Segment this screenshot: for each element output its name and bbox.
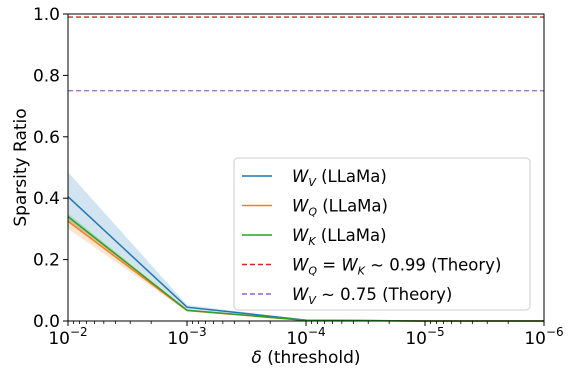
x-tick-label: 10−6 (524, 325, 563, 349)
legend: WV (LLaMa) WQ (LLaMa) WK (LLaMa) WQ = WK ∼ … (233, 157, 531, 311)
legend-label-w-q-llama: WQ (LLaMa) (292, 197, 388, 219)
y-axis-label: Sparsity Ratio (11, 108, 31, 226)
x-axis: 10−2 10−3 10−4 10−5 10−6 (48, 321, 564, 349)
x-tick-exponent: −3 (189, 325, 207, 339)
legend-label-w-v-llama: WV (LLaMa) (292, 167, 387, 189)
legend-label-w-v-0-75-theory: WV ∼ 0.75 (Theory) (292, 285, 452, 307)
y-axis: 0.0 0.2 0.4 0.6 0.8 1.0 (33, 5, 68, 332)
y-tick-label: 0.6 (33, 128, 60, 148)
x-tick-exponent: −5 (427, 325, 445, 339)
x-tick-label: 10−2 (48, 325, 87, 349)
x-label-rest: (threshold) (262, 348, 361, 368)
x-tick-label: 10−5 (405, 325, 444, 349)
x-tick-label: 10−3 (167, 325, 206, 349)
y-tick-label: 0.0 (33, 312, 60, 332)
x-tick-exponent: −4 (308, 325, 326, 339)
x-tick-exponent: −6 (546, 325, 564, 339)
x-tick-base: 10 (524, 329, 546, 349)
x-tick-base: 10 (405, 329, 427, 349)
y-tick-label: 0.8 (33, 66, 60, 86)
x-tick-base: 10 (167, 329, 189, 349)
x-tick-exponent: −2 (70, 325, 88, 339)
x-axis-label: δ (threshold) (251, 348, 360, 368)
x-tick-base: 10 (286, 329, 308, 349)
y-tick-label: 1.0 (33, 5, 60, 25)
x-label-symbol: δ (251, 348, 261, 368)
x-tick-base: 10 (48, 329, 70, 349)
x-tick-label: 10−4 (286, 325, 325, 349)
y-tick-label: 0.4 (33, 189, 60, 209)
legend-label-w-q-w-k-0-99-theory: WQ = WK ∼ 0.99 (Theory) (292, 256, 501, 278)
legend-box (233, 157, 531, 311)
legend-label-w-k-llama: WK (LLaMa) (292, 226, 387, 248)
y-tick-label: 0.2 (33, 251, 60, 271)
